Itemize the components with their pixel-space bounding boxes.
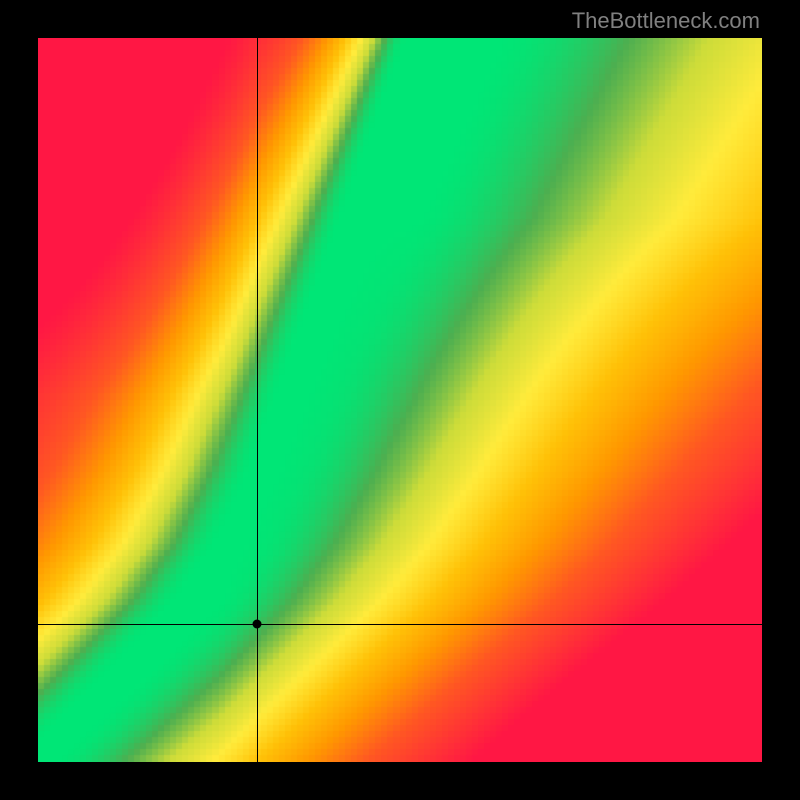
watermark-text: TheBottleneck.com — [572, 8, 760, 34]
crosshair-marker — [253, 620, 262, 629]
crosshair-vertical — [257, 38, 258, 762]
crosshair-horizontal — [38, 624, 762, 625]
heatmap-canvas — [38, 38, 762, 762]
heatmap-plot-area — [38, 38, 762, 762]
